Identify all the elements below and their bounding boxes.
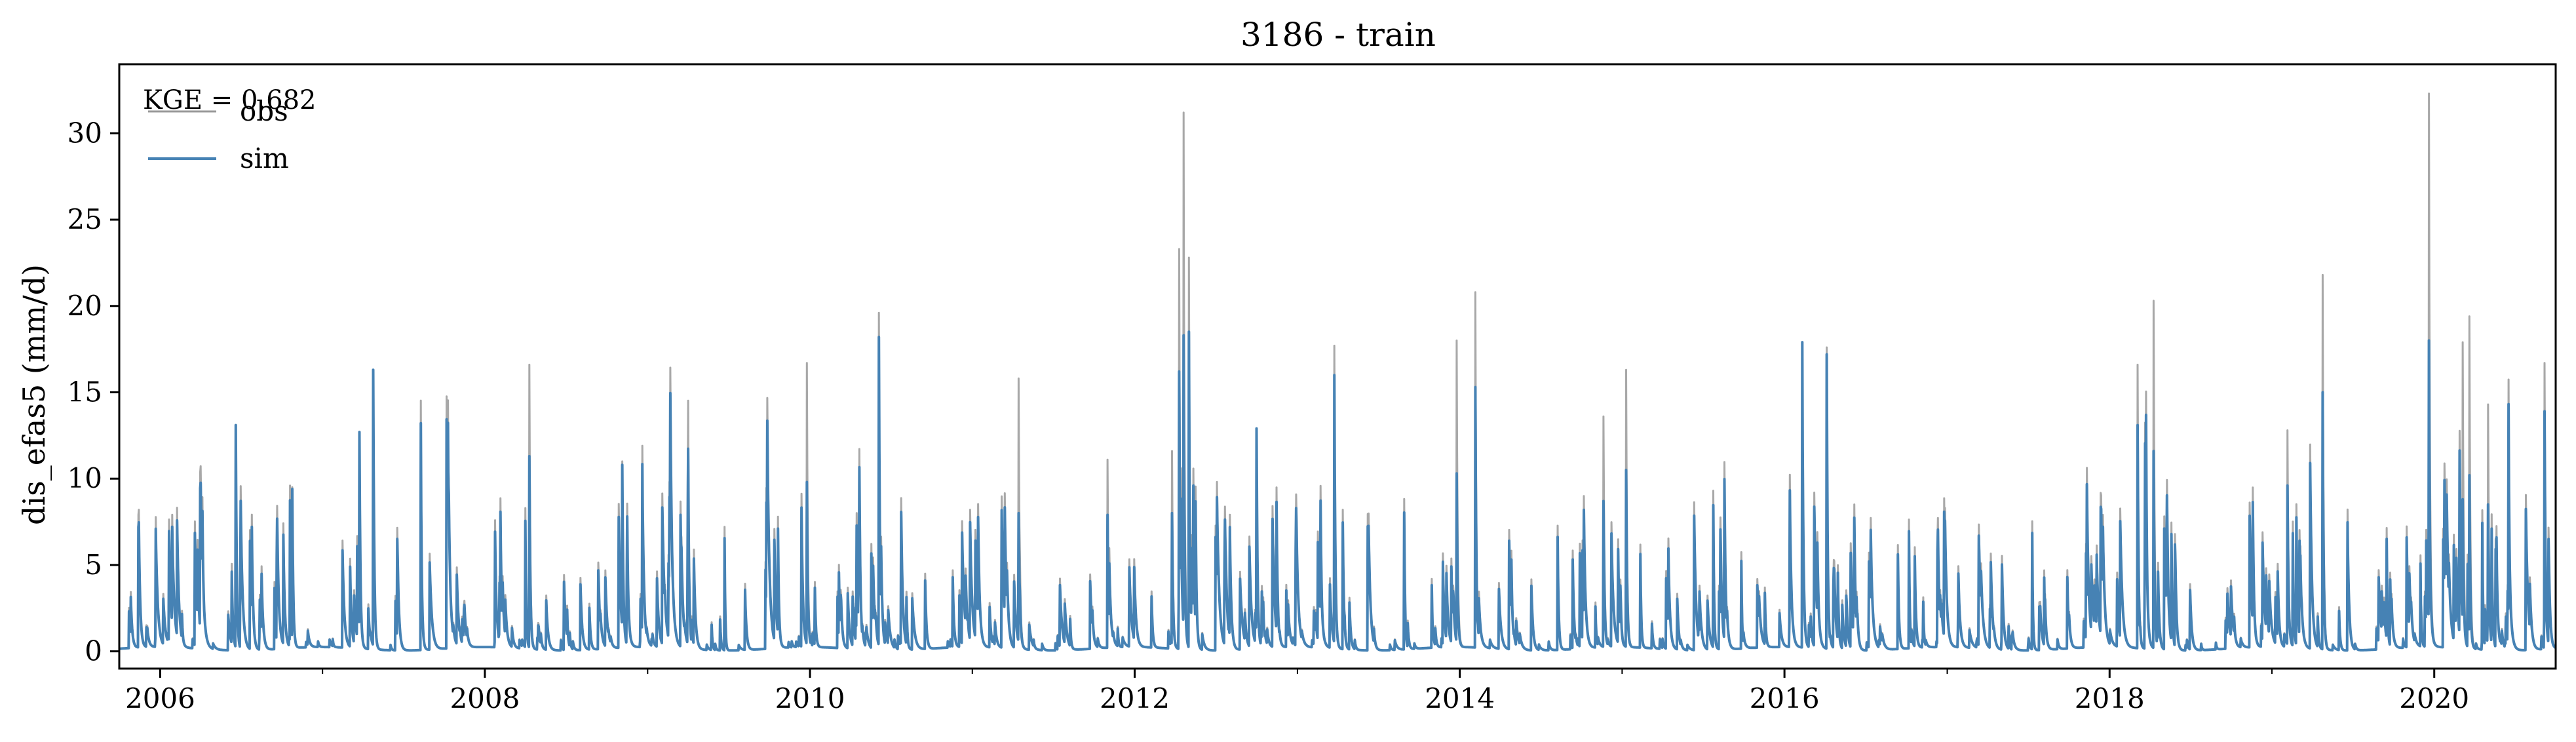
y-tick-label: 15 <box>67 376 102 408</box>
y-tick-label: 5 <box>85 549 102 581</box>
x-tick-label: 2008 <box>450 682 520 714</box>
kge-annotation: KGE = 0.682 <box>143 85 317 115</box>
legend-label-sim: sim <box>240 142 289 174</box>
y-tick-label: 20 <box>67 290 102 322</box>
y-tick-label: 0 <box>85 635 102 667</box>
x-tick-label: 2010 <box>775 682 845 714</box>
chart-title: 3186 - train <box>1240 16 1436 54</box>
y-axis-label: dis_efas5 (mm/d) <box>16 264 52 525</box>
x-tick-label: 2016 <box>1750 682 1820 714</box>
y-tick-label: 25 <box>67 203 102 235</box>
x-tick-label: 2020 <box>2399 682 2469 714</box>
sim-series-line <box>119 330 2556 652</box>
x-axis: 2006 2008 2010 2012 2014 2016 2018 2020 <box>125 669 2469 714</box>
x-tick-label: 2018 <box>2075 682 2145 714</box>
y-tick-label: 10 <box>67 462 102 494</box>
series-layer <box>119 92 2556 652</box>
y-axis: 0 5 10 15 20 25 30 <box>67 117 119 667</box>
plot-frame <box>118 63 2557 670</box>
x-tick-label: 2006 <box>125 682 195 714</box>
legend: obs sim <box>148 95 289 174</box>
y-tick-label: 30 <box>67 117 102 149</box>
x-tick-label: 2014 <box>1425 682 1495 714</box>
legend-label-obs: obs <box>240 95 288 127</box>
plot-area <box>119 92 2556 652</box>
x-tick-label: 2012 <box>1100 682 1170 714</box>
